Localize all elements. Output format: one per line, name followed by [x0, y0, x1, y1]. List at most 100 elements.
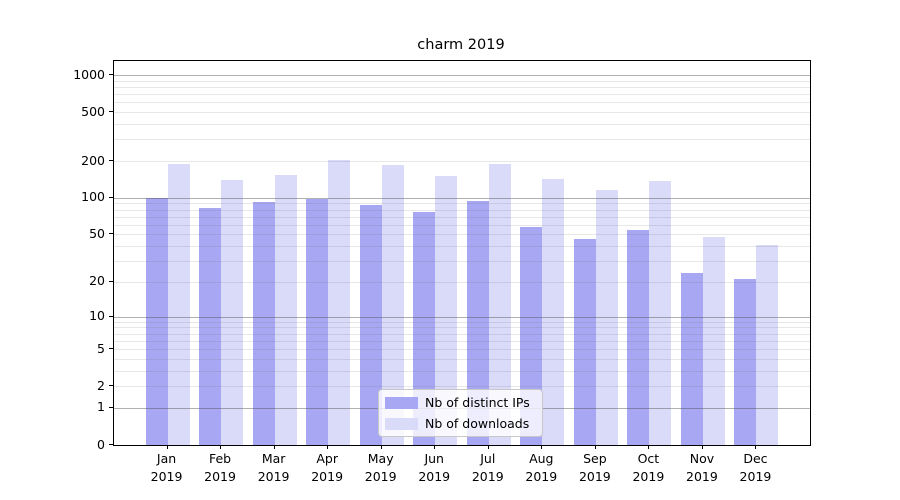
x-tick-mark — [648, 445, 650, 449]
y-tick-mark — [109, 160, 113, 161]
y-tick-label: 100 — [81, 189, 105, 205]
gridline-minor — [114, 216, 810, 218]
bar-downloads — [756, 244, 779, 445]
gridline-minor — [114, 86, 810, 88]
y-tick-label: 50 — [89, 225, 105, 241]
gridline-minor — [114, 246, 810, 248]
x-tick-mark — [755, 445, 757, 449]
gridline-minor — [114, 234, 810, 236]
gridline-minor — [114, 94, 810, 96]
gridline-minor — [114, 327, 810, 329]
x-tick-mark — [487, 445, 489, 449]
legend: Nb of distinct IPs Nb of downloads — [378, 389, 543, 437]
y-tick-mark — [109, 111, 113, 113]
y-tick-mark — [109, 280, 113, 282]
y-tick-mark — [109, 444, 113, 445]
x-tick-label: Sep 2019 — [578, 451, 611, 484]
x-tick-label: Jan 2019 — [150, 451, 183, 484]
y-tick-label: 1 — [97, 399, 105, 415]
x-tick-mark — [327, 445, 329, 449]
legend-swatch-distinct-ips — [385, 396, 418, 409]
bar-downloads — [274, 174, 297, 445]
bar-distinct-ips — [306, 198, 329, 445]
gridline-minor — [114, 112, 810, 114]
chart-title: charm 2019 — [417, 37, 505, 53]
legend-label-distinct-ips: Nb of distinct IPs — [425, 395, 530, 410]
y-tick-label: 0 — [97, 436, 105, 452]
x-tick-label: Aug 2019 — [525, 451, 558, 484]
x-tick-mark — [220, 445, 222, 449]
y-tick-mark — [109, 74, 113, 76]
gridline-minor — [114, 124, 810, 126]
bar-downloads — [595, 189, 618, 445]
gridline-major — [114, 197, 810, 199]
gridline-minor — [114, 281, 810, 283]
x-tick-label: Jun 2019 — [418, 451, 451, 484]
gridline-minor — [114, 340, 810, 342]
y-tick-label: 20 — [89, 273, 105, 289]
gridline-minor — [114, 102, 810, 104]
bar-downloads — [542, 178, 565, 445]
bar-downloads — [702, 236, 725, 445]
y-tick-label: 10 — [89, 308, 105, 324]
x-tick-mark — [380, 445, 382, 449]
x-tick-label: Oct 2019 — [632, 451, 665, 484]
gridline-minor — [114, 224, 810, 226]
y-tick-mark — [109, 406, 113, 408]
x-tick-mark — [541, 445, 543, 449]
bar-distinct-ips — [627, 230, 650, 445]
legend-label-downloads: Nb of downloads — [425, 416, 530, 431]
bar-downloads — [649, 181, 672, 445]
x-tick-label: Feb 2019 — [204, 451, 236, 484]
gridline-minor — [114, 80, 810, 82]
y-tick-mark — [109, 196, 113, 198]
y-tick-label: 200 — [81, 152, 105, 168]
legend-item-downloads: Nb of downloads — [385, 413, 542, 434]
gridline-minor — [114, 333, 810, 335]
bar-distinct-ips — [145, 197, 168, 445]
bar-distinct-ips — [252, 201, 275, 445]
gridline-minor — [114, 209, 810, 211]
y-tick-label: 1000 — [73, 66, 105, 82]
x-tick-mark — [594, 445, 596, 449]
gridline-major — [114, 75, 810, 77]
x-tick-mark — [273, 445, 275, 449]
bar-downloads — [221, 179, 244, 445]
gridline-minor — [114, 261, 810, 263]
y-tick-label: 2 — [97, 377, 105, 393]
x-tick-label: Dec 2019 — [739, 451, 772, 484]
x-tick-mark — [166, 445, 168, 449]
gridline-major — [114, 316, 810, 318]
bar-distinct-ips — [734, 279, 757, 445]
y-tick-mark — [109, 233, 113, 235]
bar-downloads — [167, 163, 190, 445]
gridline-minor — [114, 349, 810, 351]
bar-distinct-ips — [199, 208, 222, 445]
y-tick-label: 5 — [97, 340, 105, 356]
y-tick-mark — [109, 315, 113, 317]
y-tick-mark — [109, 348, 113, 350]
gridline-minor — [114, 386, 810, 388]
gridline-minor — [114, 139, 810, 141]
x-tick-mark — [434, 445, 436, 449]
bar-distinct-ips — [573, 238, 596, 445]
x-tick-label: Apr 2019 — [311, 451, 344, 484]
x-tick-label: Jul 2019 — [471, 451, 504, 484]
gridline-minor — [114, 321, 810, 323]
x-tick-label: Nov 2019 — [686, 451, 718, 484]
x-tick-label: Mar 2019 — [257, 451, 290, 484]
x-tick-label: May 2019 — [364, 451, 397, 484]
gridline-minor — [114, 203, 810, 205]
legend-swatch-downloads — [385, 417, 418, 430]
x-tick-mark — [701, 445, 703, 449]
bar-downloads — [328, 160, 351, 445]
gridline-minor — [114, 370, 810, 372]
gridline-minor — [114, 161, 810, 162]
bars-layer — [114, 61, 810, 445]
y-tick-label: 500 — [81, 103, 105, 119]
legend-item-distinct-ips: Nb of distinct IPs — [385, 392, 542, 413]
grid-layer — [114, 61, 810, 445]
y-tick-mark — [109, 385, 113, 387]
gridline-minor — [114, 358, 810, 360]
